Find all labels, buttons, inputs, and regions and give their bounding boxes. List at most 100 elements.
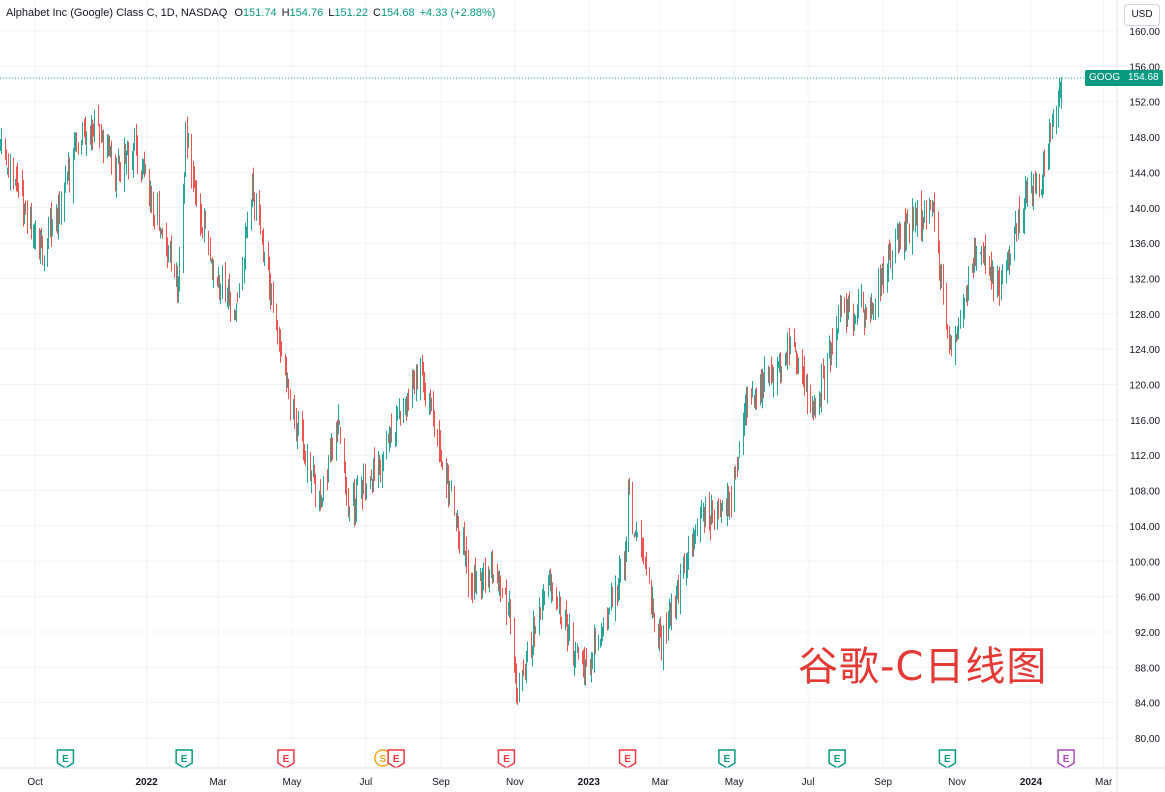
candle <box>744 402 745 436</box>
candle <box>279 327 280 352</box>
candle <box>288 378 289 400</box>
candle <box>923 217 924 230</box>
candle <box>844 297 845 314</box>
candle <box>218 266 219 289</box>
candle <box>162 227 163 239</box>
earnings-event-icon[interactable]: E <box>718 749 736 769</box>
candle <box>327 469 328 491</box>
candle <box>451 480 452 492</box>
time-axis: Oct 2022 Mar May Jul Sep Nov 2023 Mar May Jul Sep No… <box>27 777 1113 788</box>
candle <box>653 598 654 618</box>
candle <box>48 216 49 249</box>
candle <box>847 298 848 328</box>
candle <box>603 617 604 637</box>
candle <box>362 479 363 510</box>
candle <box>636 521 637 541</box>
candle <box>245 222 246 270</box>
candle <box>968 266 969 301</box>
candle <box>1023 208 1024 234</box>
candle <box>830 340 831 373</box>
candle <box>372 478 373 494</box>
candle <box>831 342 832 366</box>
candle <box>431 397 432 412</box>
candle <box>549 570 550 586</box>
candle <box>302 411 303 442</box>
candle <box>618 577 619 602</box>
candle <box>204 208 205 243</box>
candle <box>897 223 898 240</box>
candle <box>704 506 705 533</box>
candle <box>457 509 458 528</box>
candle <box>6 149 7 166</box>
candle <box>950 334 951 350</box>
candle <box>635 530 636 537</box>
candle <box>73 148 74 204</box>
candle <box>339 420 340 426</box>
candle <box>294 394 295 430</box>
candle <box>796 350 797 375</box>
candle <box>126 150 127 175</box>
price-axis: 80.00 84.00 88.00 92.00 96.00 100.00 104.00 108… <box>1129 27 1160 745</box>
candle <box>590 659 591 676</box>
earnings-event-icon[interactable]: E <box>175 749 193 769</box>
candle <box>985 234 986 274</box>
candle <box>629 477 630 495</box>
candle <box>611 582 612 611</box>
symbol-legend: Alphabet Inc (Google) Class C, 1D, NASDA… <box>6 7 500 19</box>
candle <box>916 207 917 226</box>
candle <box>454 485 455 516</box>
candle <box>895 228 896 264</box>
candle <box>128 141 129 180</box>
y-tick-label: 108.00 <box>1129 487 1160 498</box>
candle <box>18 182 19 198</box>
candle <box>499 570 500 596</box>
candle <box>174 263 175 278</box>
x-tick-label: 2023 <box>578 777 601 788</box>
candle <box>726 498 727 516</box>
candle <box>678 574 679 604</box>
candle <box>602 626 603 642</box>
candle <box>568 624 569 646</box>
earnings-event-icon[interactable]: E <box>938 749 957 769</box>
candle <box>645 556 646 569</box>
candle <box>1031 171 1032 194</box>
x-tick-label: Sep <box>432 777 450 788</box>
candle <box>849 291 850 313</box>
candle <box>412 369 413 409</box>
earnings-event-icon[interactable]: E <box>618 749 637 769</box>
candle <box>654 612 655 633</box>
candle <box>687 552 688 579</box>
earnings-event-icon[interactable]: E <box>56 749 75 769</box>
candle <box>632 481 633 534</box>
candle <box>211 258 212 264</box>
candle <box>634 532 635 539</box>
candle <box>684 553 685 574</box>
candle <box>777 356 778 396</box>
earnings-event-icon[interactable]: E <box>828 749 846 769</box>
candle <box>390 427 391 448</box>
earnings-event-icon[interactable]: E <box>1057 749 1075 769</box>
y-tick-label: 160.00 <box>1129 27 1160 38</box>
candle <box>771 356 772 385</box>
y-tick-label: 140.00 <box>1129 204 1160 215</box>
candle <box>574 650 575 677</box>
candle <box>832 328 833 355</box>
candle <box>705 496 706 528</box>
candle <box>1014 226 1015 261</box>
candle <box>934 192 935 232</box>
y-tick-label: 96.00 <box>1135 593 1160 604</box>
candle <box>601 623 602 646</box>
candle <box>423 361 424 393</box>
earnings-event-icon[interactable]: E <box>497 749 516 769</box>
candle <box>820 392 821 408</box>
event-label: E <box>724 754 731 765</box>
candle <box>747 386 748 418</box>
candle <box>201 203 202 234</box>
candle <box>762 368 763 409</box>
earnings-event-icon[interactable]: E <box>277 749 295 769</box>
candle <box>697 518 698 537</box>
earnings-event-icon[interactable]: E <box>387 749 405 769</box>
currency-button[interactable]: USD <box>1124 4 1160 26</box>
candle <box>642 537 643 562</box>
